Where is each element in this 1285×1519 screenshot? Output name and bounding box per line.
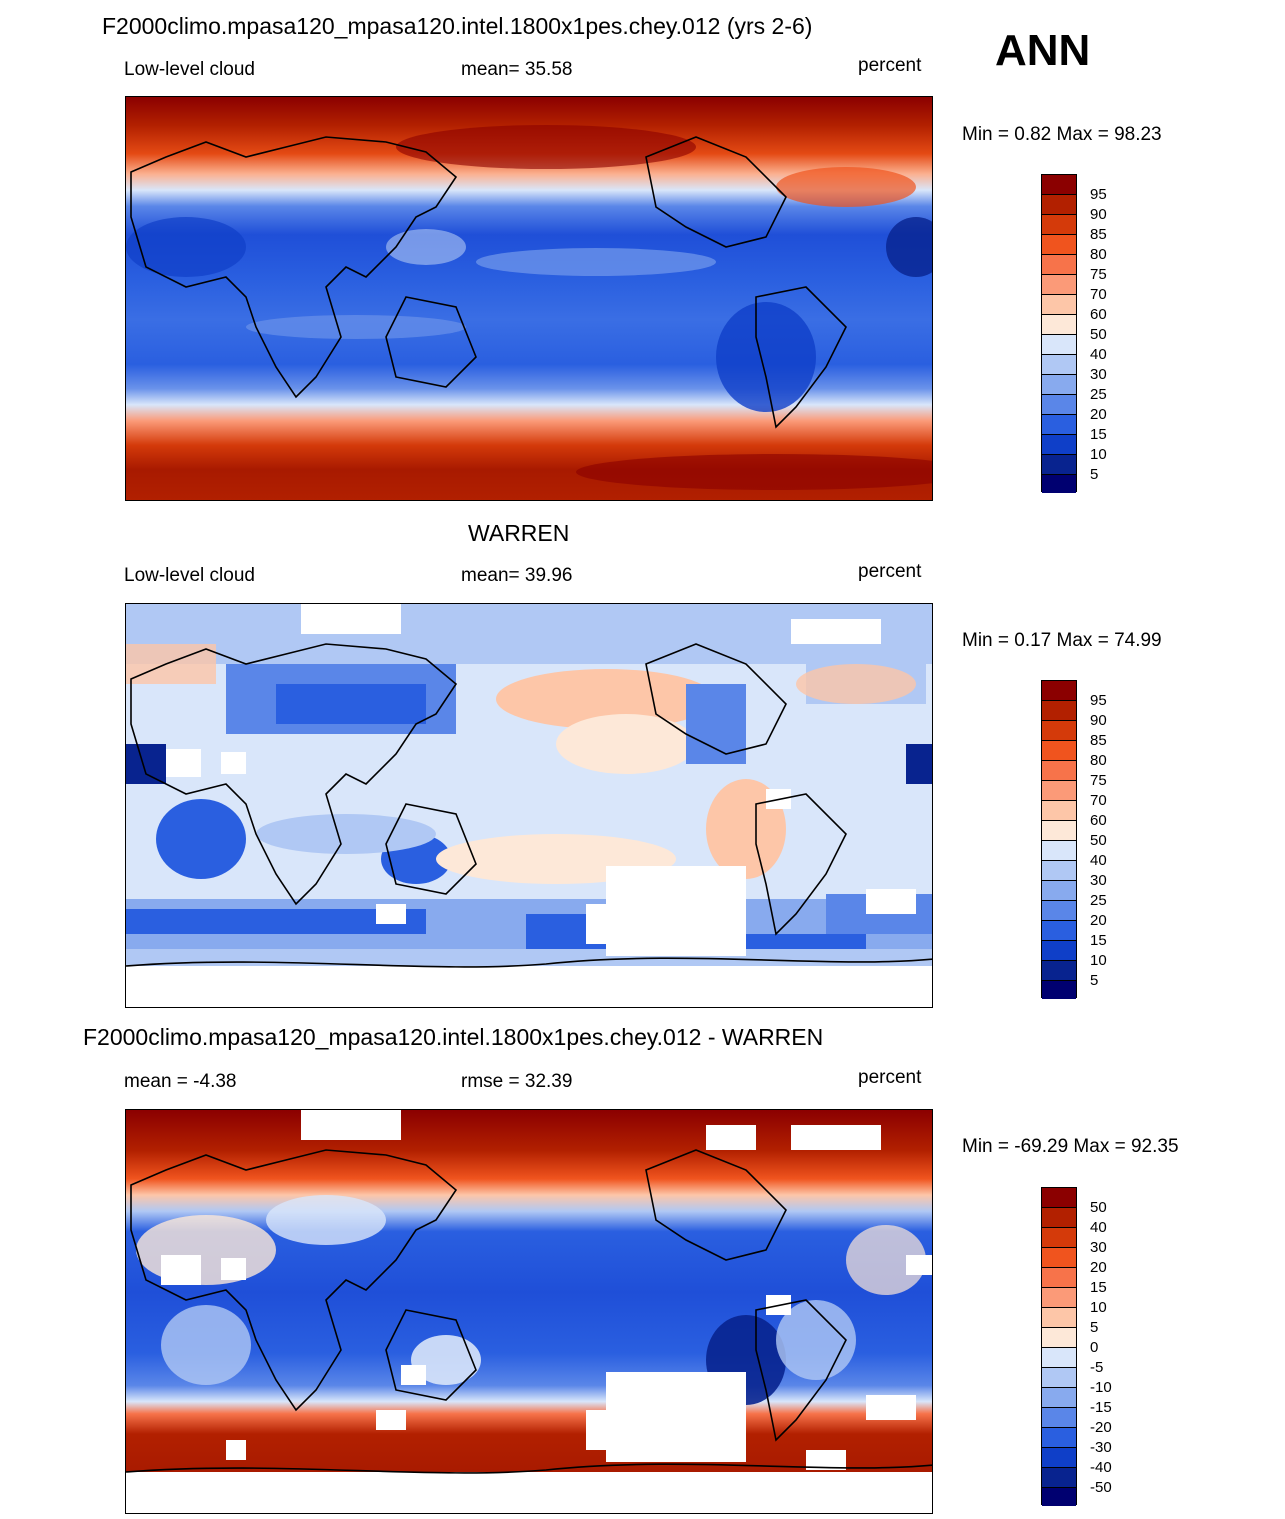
panel-3-rmse-label: rmse = 32.39 <box>461 1071 573 1092</box>
panel-2-units-label: percent <box>858 561 922 582</box>
cb2-label-10: 25 <box>1090 892 1107 909</box>
panel-3-mean-label: mean = -4.38 <box>124 1071 237 1092</box>
cb2-label-4: 75 <box>1090 772 1107 789</box>
cb2-label-0: 95 <box>1090 692 1107 709</box>
cb1-label-9: 30 <box>1090 366 1107 383</box>
cb3-label-9: -10 <box>1090 1379 1112 1396</box>
panel-1-colorbar <box>1041 174 1077 493</box>
panel-3-map <box>125 1109 933 1514</box>
cb2-label-5: 70 <box>1090 792 1107 809</box>
cb3-label-0: 50 <box>1090 1199 1107 1216</box>
panel-2-mean-label: mean= 39.96 <box>461 565 573 586</box>
cb2-label-14: 5 <box>1090 972 1099 989</box>
cb3-label-3: 20 <box>1090 1259 1107 1276</box>
cb1-label-5: 70 <box>1090 286 1107 303</box>
cb3-label-5: 10 <box>1090 1299 1107 1316</box>
panel-2-variable-label: Low-level cloud <box>124 565 255 586</box>
panel-1-title: F2000climo.mpasa120_mpasa120.intel.1800x… <box>102 13 813 39</box>
panel-3-minmax-label: Min = -69.29 Max = 92.35 <box>962 1136 1179 1157</box>
cb3-label-6: 5 <box>1090 1319 1099 1336</box>
panel-2-title: WARREN <box>468 520 570 546</box>
cb1-label-8: 40 <box>1090 346 1107 363</box>
cb1-label-14: 5 <box>1090 466 1099 483</box>
cb3-label-12: -30 <box>1090 1439 1112 1456</box>
cb1-label-7: 50 <box>1090 326 1107 343</box>
panel-1-mean-label: mean= 35.58 <box>461 59 573 80</box>
season-label: ANN <box>995 26 1091 75</box>
panel-3-title: F2000climo.mpasa120_mpasa120.intel.1800x… <box>83 1024 824 1050</box>
cb2-label-1: 90 <box>1090 712 1107 729</box>
panel-1-map <box>125 96 933 501</box>
cb1-label-10: 25 <box>1090 386 1107 403</box>
cb1-label-4: 75 <box>1090 266 1107 283</box>
cb3-label-10: -15 <box>1090 1399 1112 1416</box>
cb1-label-2: 85 <box>1090 226 1107 243</box>
cb3-label-7: 0 <box>1090 1339 1099 1356</box>
cb3-label-13: -40 <box>1090 1459 1112 1476</box>
cb1-label-6: 60 <box>1090 306 1107 323</box>
cb2-label-13: 10 <box>1090 952 1107 969</box>
cb1-label-11: 20 <box>1090 406 1107 423</box>
cb3-label-4: 15 <box>1090 1279 1107 1296</box>
panel-3-colorbar <box>1041 1187 1077 1506</box>
panel-2-map <box>125 603 933 1008</box>
cb2-label-6: 60 <box>1090 812 1107 829</box>
panel-1-minmax-label: Min = 0.82 Max = 98.23 <box>962 124 1162 145</box>
cb3-label-14: -50 <box>1090 1479 1112 1496</box>
cb1-label-13: 10 <box>1090 446 1107 463</box>
cb2-label-7: 50 <box>1090 832 1107 849</box>
cb2-label-8: 40 <box>1090 852 1107 869</box>
cb1-label-1: 90 <box>1090 206 1107 223</box>
cb1-label-3: 80 <box>1090 246 1107 263</box>
cb2-label-11: 20 <box>1090 912 1107 929</box>
panel-1-units-label: percent <box>858 55 922 76</box>
panel-3-units-label: percent <box>858 1067 922 1088</box>
cb2-label-9: 30 <box>1090 872 1107 889</box>
cb2-label-2: 85 <box>1090 732 1107 749</box>
cb3-label-1: 40 <box>1090 1219 1107 1236</box>
cb3-label-8: -5 <box>1090 1359 1104 1376</box>
cb3-label-11: -20 <box>1090 1419 1112 1436</box>
cb1-label-12: 15 <box>1090 426 1107 443</box>
panel-1-variable-label: Low-level cloud <box>124 59 255 80</box>
cb2-label-3: 80 <box>1090 752 1107 769</box>
cb1-label-0: 95 <box>1090 186 1107 203</box>
cb3-label-2: 30 <box>1090 1239 1107 1256</box>
panel-2-minmax-label: Min = 0.17 Max = 74.99 <box>962 630 1162 651</box>
cb2-label-12: 15 <box>1090 932 1107 949</box>
panel-2-colorbar <box>1041 680 1077 999</box>
